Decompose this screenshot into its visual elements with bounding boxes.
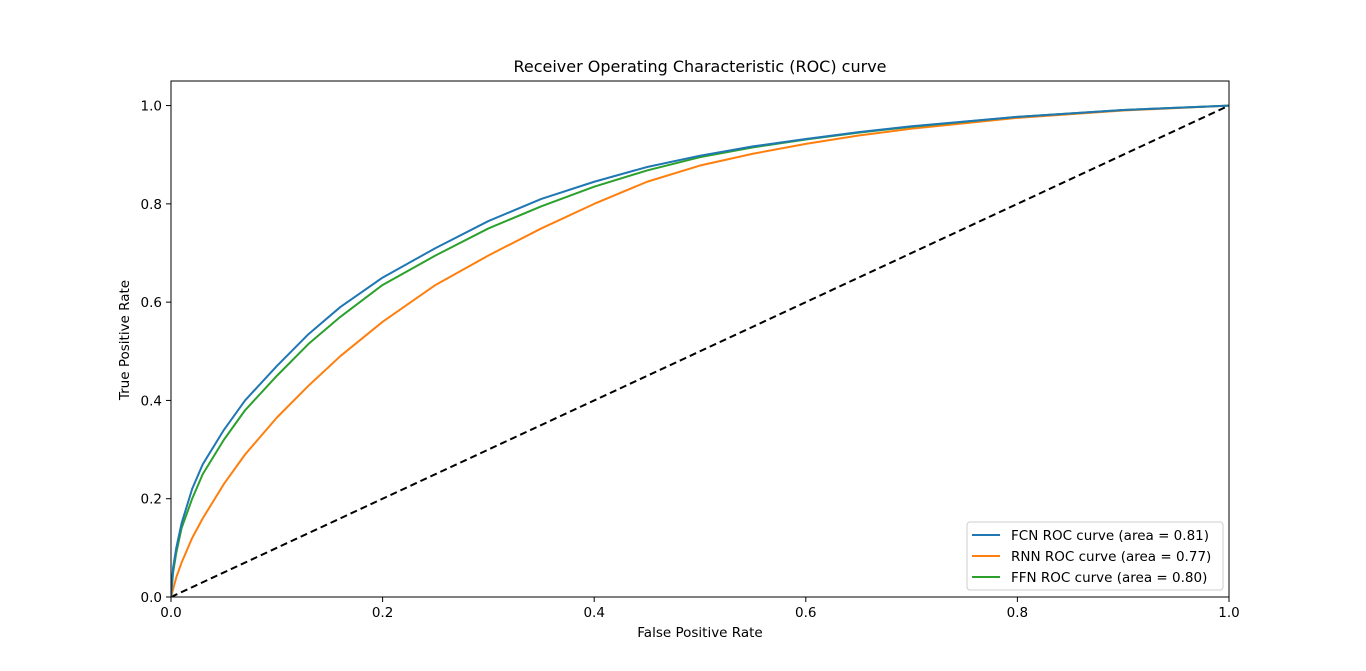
legend-label-2: FFN ROC curve (area = 0.80) <box>1011 570 1207 586</box>
x-tick-label: 0.6 <box>795 605 816 621</box>
plot-area: 0.0 0.2 0.4 0.6 0.8 1.0 0.0 0.2 0.4 0.6 0.8 1.0 <box>141 80 1240 621</box>
x-axis-label: False Positive Rate <box>637 625 762 641</box>
legend-label-1: RNN ROC curve (area = 0.77) <box>1011 549 1211 565</box>
y-tick-label: 0.0 <box>141 590 162 606</box>
legend-label-0: FCN ROC curve (area = 0.81) <box>1011 528 1209 544</box>
y-tick-label: 0.2 <box>141 492 162 508</box>
axes-frame <box>170 80 1230 598</box>
x-tick-label: 0.4 <box>583 605 604 621</box>
legend-box <box>966 521 1224 591</box>
plot-background <box>171 81 1229 597</box>
x-tick-label: 0.0 <box>160 605 181 621</box>
chart-title: Receiver Operating Characteristic (ROC) … <box>513 57 886 76</box>
series-line-1 <box>171 104 1229 597</box>
y-tick-label: 0.8 <box>141 197 162 213</box>
x-tick-label: 0.8 <box>1007 605 1028 621</box>
y-axis-label: True Positive Rate <box>117 280 133 401</box>
x-tick-label: 0.2 <box>372 605 393 621</box>
x-tick-label: 1.0 <box>1218 605 1239 621</box>
y-tick-label: 1.0 <box>141 99 162 115</box>
reference-diagonal-line <box>171 104 1229 597</box>
series-line-0 <box>171 104 1229 597</box>
y-tick-label: 0.4 <box>141 393 162 409</box>
legend: FCN ROC curve (area = 0.81) RNN ROC curve… <box>966 521 1224 591</box>
y-tick-label: 0.6 <box>141 295 162 311</box>
series-lines <box>171 104 1229 597</box>
